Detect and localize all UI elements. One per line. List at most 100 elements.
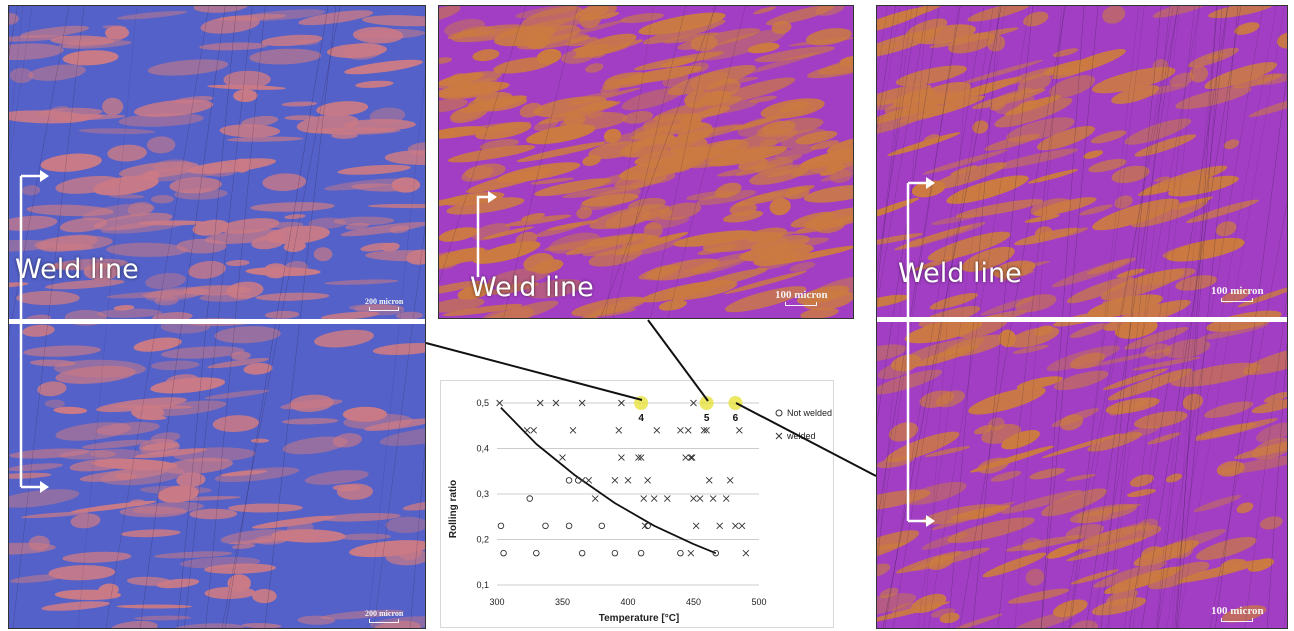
legend-marker-welded	[775, 432, 783, 440]
point-welded	[736, 426, 743, 434]
point-welded	[700, 426, 708, 434]
y-tick-label: 0,4	[476, 444, 489, 454]
boundary-curve	[500, 406, 717, 555]
highlight-marker	[728, 396, 743, 410]
point-welded	[687, 454, 695, 461]
point-welded	[688, 454, 696, 461]
point-not-welded	[533, 549, 540, 557]
scale-label-left-top: 200 micron	[365, 297, 403, 311]
weld-line-label-center: Weld line	[470, 272, 594, 303]
micrograph-center: 100 micron	[438, 5, 854, 319]
point-welded	[640, 495, 648, 502]
highlight-label: 6	[733, 413, 739, 424]
x-tick-label: 450	[686, 597, 701, 607]
point-not-welded	[574, 477, 582, 484]
tick-labels: 0,1 0,2 0,3 0,4 0,5 300 350 400 450 500	[476, 398, 766, 607]
point-welded	[692, 522, 700, 530]
point-not-welded	[497, 522, 505, 530]
highlight-label: 4	[638, 413, 644, 424]
point-not-welded	[598, 522, 606, 530]
weld-arrow-center	[476, 195, 488, 277]
point-welded	[644, 477, 651, 484]
point-welded	[569, 426, 577, 434]
point-welded	[687, 549, 695, 557]
point-welded	[682, 454, 689, 461]
point-not-welded	[637, 549, 645, 557]
point-welded	[742, 549, 750, 557]
connector-line-6	[735, 402, 877, 477]
arrowhead-right-top	[926, 177, 935, 189]
arrowhead-left-top	[40, 170, 49, 182]
x-tick-label: 300	[489, 597, 504, 607]
point-welded	[663, 495, 671, 502]
point-welded	[690, 495, 697, 502]
connector-line-5	[647, 319, 709, 402]
point-welded	[677, 426, 684, 434]
scale-text-right-bottom: 100 micron	[1211, 605, 1264, 617]
point-welded	[624, 477, 632, 484]
point-welded	[618, 399, 625, 407]
point-not-welded	[712, 549, 720, 557]
point-welded	[615, 426, 623, 434]
y-tick-label: 0,1	[476, 580, 489, 590]
weld-line-label-left: Weld line	[15, 254, 139, 285]
weld-line-label-right: Weld line	[898, 258, 1022, 289]
point-welded	[653, 426, 661, 434]
point-welded	[709, 495, 717, 502]
point-welded	[705, 477, 713, 484]
scale-label-center: 100 micron	[775, 289, 828, 306]
point-not-welded	[542, 522, 549, 530]
legend-label-not-welded: Not welded	[787, 408, 832, 418]
x-tick-label: 350	[555, 597, 570, 607]
y-tick-label: 0,2	[476, 535, 489, 545]
point-not-welded	[526, 495, 533, 502]
boundary-curve-layer	[500, 406, 717, 555]
point-welded	[641, 522, 649, 530]
data-points	[496, 399, 750, 557]
scale-label-right-top: 100 micron	[1211, 285, 1264, 302]
scale-label-left-bottom: 200 micron	[365, 609, 403, 623]
point-welded	[716, 522, 724, 530]
connector-line-4	[425, 342, 643, 401]
point-welded	[684, 426, 692, 434]
micrograph-left-texture	[9, 6, 425, 628]
point-welded	[496, 399, 503, 407]
y-axis-label: Rolling ratio	[448, 480, 459, 538]
arrowhead-right-bottom	[926, 515, 935, 527]
point-not-welded	[500, 549, 507, 557]
scale-text-right-top: 100 micron	[1211, 285, 1264, 297]
point-not-welded	[565, 477, 573, 484]
weld-bracket-arrow-right	[906, 181, 926, 523]
point-not-welded	[578, 549, 586, 557]
legend-marker-not-welded	[775, 409, 783, 417]
point-welded	[618, 454, 625, 461]
weld-line-divider-left	[9, 319, 425, 324]
point-not-welded	[677, 549, 684, 557]
point-welded	[637, 454, 645, 461]
highlight-label: 5	[704, 413, 710, 424]
point-welded	[726, 477, 734, 484]
y-tick-label: 0,3	[476, 489, 489, 499]
point-welded	[732, 522, 739, 530]
point-welded	[536, 399, 544, 407]
micrograph-right: 100 micron 100 micron	[876, 5, 1288, 629]
point-welded	[611, 477, 619, 484]
x-tick-label: 400	[620, 597, 635, 607]
scale-text-left-top: 200 micron	[365, 297, 404, 306]
scale-text-left-bottom: 200 micron	[365, 609, 404, 618]
arrowhead-left-bottom	[40, 481, 49, 493]
x-tick-label: 500	[751, 597, 766, 607]
point-welded	[530, 426, 537, 434]
point-not-welded	[611, 549, 619, 557]
point-welded	[690, 399, 697, 407]
point-welded	[523, 426, 531, 434]
point-not-welded	[565, 522, 573, 530]
point-welded	[738, 522, 746, 530]
point-welded	[635, 454, 642, 461]
point-welded	[591, 495, 599, 502]
point-welded	[578, 477, 586, 484]
point-welded	[703, 426, 710, 434]
x-axis-label: Temperature [°C]	[599, 613, 680, 624]
point-welded	[696, 495, 704, 502]
